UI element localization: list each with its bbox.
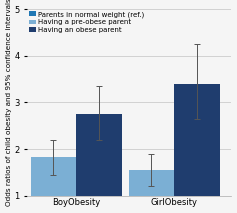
Bar [76,114,122,196]
Bar [174,84,220,196]
Bar [31,157,76,196]
Bar [129,170,174,196]
Legend: Parents in normal weight (ref.), Having a pre-obese parent, Having an obese pare: Parents in normal weight (ref.), Having … [28,10,146,35]
Y-axis label: Odds ratios of child obesity and 95% confidence intervals: Odds ratios of child obesity and 95% con… [5,0,12,206]
